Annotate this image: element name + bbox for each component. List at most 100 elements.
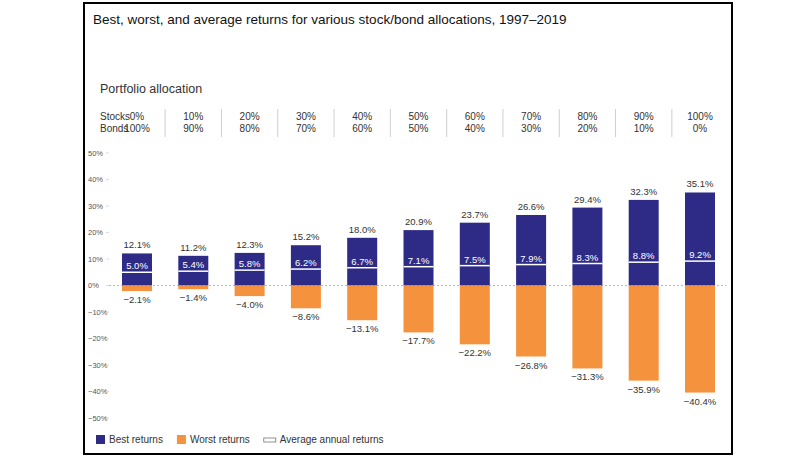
allocation-label: 30% <box>296 111 316 122</box>
data-label: 23.7% <box>461 209 488 220</box>
data-label: −31.3% <box>571 371 604 382</box>
bar <box>291 245 321 285</box>
allocation-title: Portfolio allocation <box>100 82 202 96</box>
y-tick <box>106 391 109 392</box>
y-tick <box>106 285 109 286</box>
average-mark <box>291 268 321 270</box>
y-tick <box>106 179 109 180</box>
y-tick-label: −30% <box>88 361 108 370</box>
average-mark <box>685 260 715 262</box>
average-mark <box>178 270 208 272</box>
bar <box>572 286 602 369</box>
allocation-label: 0% <box>130 111 145 122</box>
data-label: 35.1% <box>687 178 714 189</box>
header-divider <box>165 109 166 137</box>
data-label: −13.1% <box>346 323 379 334</box>
legend-swatch <box>96 435 105 444</box>
y-tick-label: 0% <box>88 281 99 290</box>
average-mark <box>516 264 546 266</box>
y-tick-label: −20% <box>88 334 108 343</box>
average-mark <box>629 261 659 263</box>
data-label: 8.8% <box>633 250 655 261</box>
data-label: −35.9% <box>627 384 660 395</box>
bar <box>235 286 265 297</box>
y-tick <box>106 418 109 419</box>
legend-label: Average annual returns <box>280 434 384 445</box>
y-tick-label: −10% <box>88 308 108 317</box>
title: Best, worst, and average returns for var… <box>93 12 567 27</box>
allocation-label: 100% <box>687 111 713 122</box>
allocation-label: 10% <box>634 123 654 134</box>
data-label: 15.2% <box>292 231 319 242</box>
average-mark <box>122 272 152 274</box>
bar <box>685 286 715 393</box>
header-divider <box>277 109 278 137</box>
header-divider <box>446 109 447 137</box>
allocation-label: 60% <box>465 111 485 122</box>
bar <box>347 286 377 321</box>
labels: 12.1%11.2%12.3%15.2%18.0%20.9%23.7%26.6%… <box>123 178 716 406</box>
y-tick <box>106 338 109 339</box>
data-label: −17.7% <box>402 335 435 346</box>
bar <box>404 230 434 285</box>
allocation-label: 0% <box>693 123 708 134</box>
y-tick-label: −50% <box>88 414 108 423</box>
data-label: 5.8% <box>239 258 261 269</box>
data-label: 9.2% <box>689 249 711 260</box>
bar <box>629 286 659 381</box>
allocation-label: 90% <box>634 111 654 122</box>
data-label: −1.4% <box>180 292 208 303</box>
y-tick-label: 10% <box>88 255 103 264</box>
legend-swatch <box>177 435 186 444</box>
average-mark <box>347 267 377 269</box>
y-tick <box>106 153 109 154</box>
y-tick-label: 40% <box>88 175 103 184</box>
data-label: 7.1% <box>408 255 430 266</box>
allocation-label: 100% <box>124 123 150 134</box>
y-tick <box>106 312 109 313</box>
data-label: 5.0% <box>126 260 148 271</box>
bar <box>516 215 546 285</box>
allocation-label: 50% <box>408 123 428 134</box>
bar <box>460 286 490 345</box>
data-label: 6.2% <box>295 257 317 268</box>
allocation-label: 90% <box>183 123 203 134</box>
data-label: −2.1% <box>123 294 151 305</box>
header-divider <box>671 109 672 137</box>
y-tick-label: −40% <box>88 387 108 396</box>
allocation-label: 40% <box>352 111 372 122</box>
header-divider <box>334 109 335 137</box>
allocation-label: 20% <box>577 123 597 134</box>
bar <box>516 286 546 357</box>
header-divider <box>390 109 391 137</box>
y-tick-label: 30% <box>88 202 103 211</box>
bar <box>460 223 490 286</box>
data-label: −4.0% <box>236 299 264 310</box>
bar <box>235 253 265 286</box>
frame <box>84 3 732 454</box>
bar <box>178 256 208 286</box>
allocation-label: 80% <box>240 123 260 134</box>
data-label: −8.6% <box>292 311 320 322</box>
data-label: 29.4% <box>574 194 601 205</box>
y-tick <box>106 232 109 233</box>
data-label: 18.0% <box>349 224 376 235</box>
allocation-label: 60% <box>352 123 372 134</box>
allocation-label: 20% <box>240 111 260 122</box>
data-label: 7.5% <box>464 254 486 265</box>
y-tick-label: 20% <box>88 228 103 237</box>
legend-label: Best returns <box>109 434 163 445</box>
data-label: 12.3% <box>236 239 263 250</box>
chart: Best, worst, and average returns for var… <box>0 0 809 462</box>
average-mark <box>460 265 490 267</box>
bar <box>404 286 434 333</box>
data-label: 6.7% <box>351 256 373 267</box>
allocation-label: 70% <box>521 111 541 122</box>
data-label: 5.4% <box>182 259 204 270</box>
data-label: 7.9% <box>520 253 542 264</box>
bar <box>291 286 321 309</box>
data-label: 32.3% <box>630 186 657 197</box>
allocation-label: 80% <box>577 111 597 122</box>
data-label: 20.9% <box>405 216 432 227</box>
y-tick <box>106 259 109 260</box>
